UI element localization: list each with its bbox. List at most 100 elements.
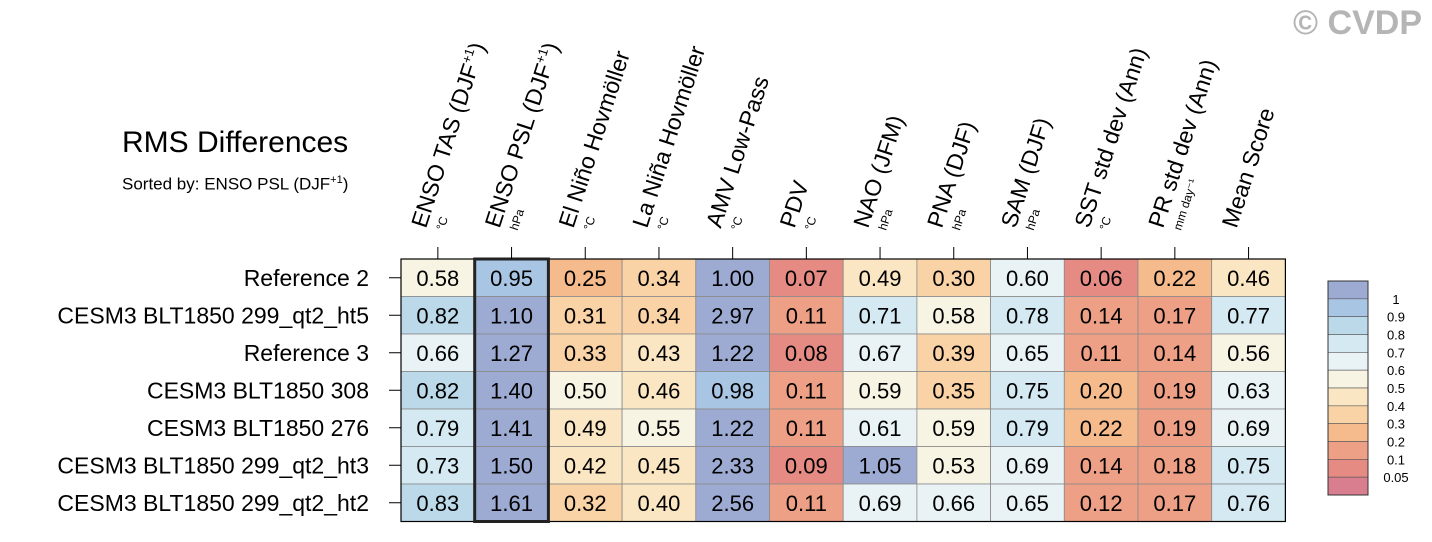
heatmap-cell (695, 446, 770, 485)
cell-value-label: 0.32 (564, 491, 607, 516)
column-label: SST std dev (Ann) (1069, 44, 1152, 230)
cell-value-label: 1.22 (711, 341, 754, 366)
cell-value-label: 0.11 (786, 416, 827, 441)
cell-value-label: 0.65 (1006, 491, 1049, 516)
heatmap-cell (990, 483, 1065, 522)
row-label: CESM3 BLT1850 276 (147, 415, 369, 441)
colorbar-swatch (1327, 459, 1369, 478)
heatmap-cell (400, 483, 476, 522)
cell-value-label: 1.10 (490, 303, 533, 328)
column-label: PNA (DJF) (922, 118, 981, 231)
heatmap-cell (1063, 371, 1139, 410)
chart-title: RMS Differences (122, 126, 349, 159)
heatmap-cell (621, 258, 697, 297)
column-unit-label: hPa (507, 207, 527, 232)
column-label-text: El Niño Hovmöller (553, 47, 635, 230)
column-label-text: AMV Low-Pass (701, 73, 774, 231)
cell-value-label: 0.95 (490, 266, 533, 291)
cell-value-label: 1.40 (490, 378, 533, 403)
heatmap-cell (990, 333, 1065, 372)
column-label: NAO (JFM) (848, 112, 909, 231)
heatmap-cell (916, 408, 992, 447)
colorbar-tick-label: 0.5 (1387, 381, 1405, 396)
column-label-text: PNA (DJF) (922, 118, 981, 231)
cell-value-label: 0.14 (1153, 341, 1196, 366)
column-label: La Niña Hovmöller (627, 42, 710, 230)
cell-value-label: 0.79 (1006, 416, 1049, 441)
colorbar-tick-label: 0.9 (1387, 310, 1405, 325)
column-unit-label: °C (728, 214, 746, 231)
cell-value-label: 0.31 (564, 303, 607, 328)
heatmap-cell (474, 333, 549, 372)
cell-value-label: 0.34 (638, 303, 681, 328)
column-label-superscript: +1 (532, 46, 551, 65)
column-label-text: SST std dev (Ann) (1069, 44, 1152, 230)
colorbar-swatch (1327, 387, 1369, 407)
colorbar-swatch (1327, 316, 1369, 335)
cell-value-label: 0.46 (638, 378, 681, 403)
cell-value-label: 0.60 (1006, 266, 1049, 291)
heatmap-cell (548, 446, 623, 485)
heatmap-cell (990, 408, 1065, 447)
cell-value-label: 1.22 (711, 416, 754, 441)
cell-value-label: 0.45 (638, 453, 681, 478)
column-unit-label: hPa (949, 207, 969, 232)
colorbar-tick-label: 0.2 (1387, 435, 1405, 450)
cell-value-label: 0.61 (859, 416, 902, 441)
cell-value-label: 0.11 (1081, 341, 1122, 366)
cell-value-label: 0.43 (638, 341, 681, 366)
cell-value-label: 0.79 (416, 416, 459, 441)
cell-value-label: 0.20 (1080, 378, 1123, 403)
cell-value-label: 0.50 (564, 378, 607, 403)
row-label: CESM3 BLT1850 299_qt2_ht5 (57, 302, 369, 328)
heatmap-cell (695, 408, 770, 447)
cell-value-label: 0.75 (1006, 378, 1049, 403)
cell-value-label: 0.83 (416, 491, 459, 516)
cell-value-label: 0.30 (932, 266, 975, 291)
column-unit-label: hPa (876, 207, 896, 232)
column-label-text: ENSO TAS (DJF (406, 60, 483, 230)
heatmap-cell (548, 483, 623, 522)
cell-value-label: 0.18 (1153, 453, 1196, 478)
cell-value-label: 0.25 (564, 266, 607, 291)
cell-value-label: 1.41 (490, 416, 533, 441)
heatmap-cell (400, 333, 476, 372)
heatmap-cell (842, 483, 918, 522)
cell-value-label: 0.66 (932, 491, 975, 516)
heatmap-cell (769, 408, 844, 447)
cell-value-label: 0.98 (711, 378, 754, 403)
heatmap-cell (474, 408, 549, 447)
heatmap-cell (769, 446, 844, 485)
column-label-text: Mean Score (1217, 105, 1280, 231)
cell-value-label: 0.14 (1080, 453, 1123, 478)
heatmap-cell (842, 446, 918, 485)
heatmap-cell (916, 333, 992, 372)
cell-value-label: 0.07 (785, 266, 828, 291)
cell-value-label: 0.17 (1153, 303, 1196, 328)
cell-value-label: 0.53 (932, 453, 975, 478)
heatmap-cell (1211, 333, 1286, 372)
column-label: Mean Score (1217, 105, 1280, 231)
cell-value-label: 0.14 (1080, 303, 1123, 328)
heatmap-cell (400, 408, 476, 447)
colorbar-swatch (1327, 352, 1369, 371)
cell-value-label: 0.55 (638, 416, 681, 441)
heatmap-cell (621, 446, 697, 485)
heatmap-cell (990, 258, 1065, 297)
row-label: CESM3 BLT1850 308 (147, 377, 369, 403)
cell-value-label: 0.22 (1080, 416, 1123, 441)
colorbar-swatch (1327, 280, 1369, 300)
cell-value-label: 0.58 (932, 303, 975, 328)
colorbar-swatch (1327, 405, 1369, 424)
colorbar-swatch (1327, 476, 1369, 496)
column-label-text: La Niña Hovmöller (627, 42, 710, 230)
cell-value-label: 2.33 (711, 453, 754, 478)
heatmap-cell (1137, 296, 1213, 335)
cell-value-label: 0.73 (416, 453, 459, 478)
heatmap-cell (548, 333, 623, 372)
cell-value-label: 0.11 (786, 303, 827, 328)
heatmap-cell (1211, 258, 1286, 297)
cell-value-label: 0.78 (1006, 303, 1049, 328)
watermark: © CVDP (1293, 4, 1422, 42)
cell-value-label: 0.39 (932, 341, 975, 366)
